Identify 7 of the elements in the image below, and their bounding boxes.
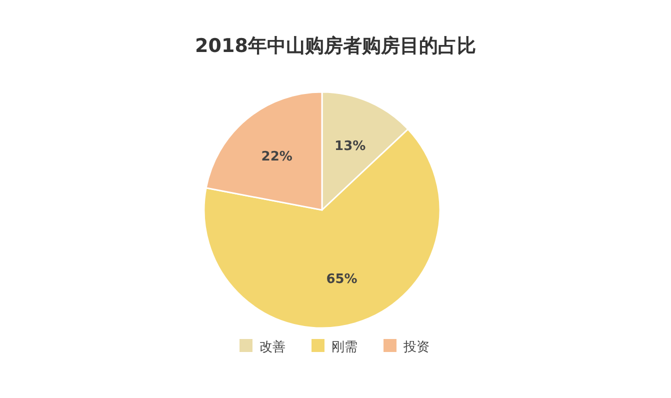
legend-label: 刚需 [332, 340, 358, 355]
data-label: 65% [326, 272, 358, 287]
data-label: 22% [261, 149, 292, 164]
legend-label: 改善 [260, 339, 286, 355]
data-label: 13% [334, 139, 366, 154]
legend-label: 投资 [402, 340, 430, 355]
chart-title: 2018年中山购房者购房目的占比 [195, 35, 476, 57]
